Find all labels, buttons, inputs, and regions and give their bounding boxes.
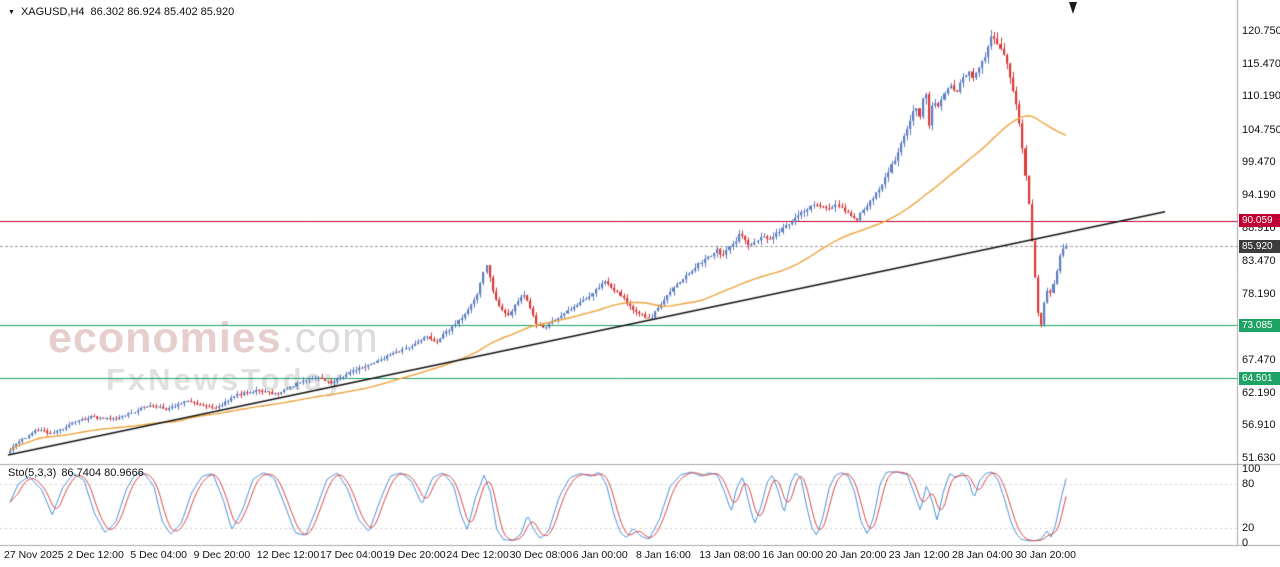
- stoch-axis-label: 20: [1242, 522, 1255, 535]
- current-price-badge: 85.920: [1239, 239, 1280, 253]
- time-axis-label: 2 Dec 12:00: [67, 549, 124, 561]
- price-axis-label: 115.470: [1242, 57, 1280, 70]
- time-axis-label: 17 Dec 04:00: [320, 549, 383, 561]
- chart-shift-icon[interactable]: [1069, 2, 1077, 14]
- price-axis-label: 120.750: [1242, 25, 1280, 37]
- stoch-name: Sto(5,3,3): [8, 467, 57, 479]
- time-axis-label: 5 Dec 04:00: [130, 549, 188, 561]
- price-axis-label: 51.630: [1242, 451, 1276, 464]
- symbol-bar: ▼ XAGUSD,H4 86.302 86.924 85.402 85.920: [8, 6, 234, 18]
- stoch-label: Sto(5,3,3) 86.7404 80.9666: [8, 467, 149, 479]
- price-axis-label: 94.190: [1242, 189, 1276, 202]
- stoch-values: 86.7404 80.9666: [61, 467, 144, 479]
- time-axis-label: 13 Jan 08:00: [699, 549, 760, 561]
- support-price-badge-1: 73.085: [1239, 318, 1280, 332]
- price-axis-label: 78.190: [1242, 287, 1276, 300]
- time-axis-label: 24 Dec 12:00: [446, 549, 509, 561]
- time-axis-label: 12 Dec 12:00: [256, 549, 320, 561]
- time-axis-label: 19 Dec 20:00: [383, 549, 446, 561]
- time-axis-label: 28 Jan 04:00: [952, 549, 1013, 561]
- price-axis-label: 104.750: [1242, 123, 1280, 136]
- time-axis-label: 16 Jan 00:00: [762, 549, 824, 561]
- symbol-dropdown-icon[interactable]: ▼: [8, 8, 15, 16]
- price-axis-label: 99.470: [1242, 156, 1276, 169]
- symbol-title: XAGUSD,H4: [20, 6, 85, 18]
- time-axis-label: 30 Jan 20:00: [1015, 549, 1076, 561]
- time-axis-label: 8 Jan 16:00: [636, 549, 691, 561]
- price-axis-label: 62.190: [1242, 386, 1276, 399]
- time-axis-label: 30 Dec 08:00: [509, 549, 573, 561]
- stoch-axis-label: 80: [1242, 477, 1255, 490]
- price-axis-label: 56.910: [1242, 419, 1276, 432]
- resistance-price-badge: 90.059: [1239, 214, 1280, 228]
- time-axis-label: 9 Dec 20:00: [193, 549, 251, 561]
- time-axis-label: 27 Nov 2025: [4, 549, 64, 561]
- stoch-axis-label: 0: [1242, 537, 1249, 549]
- support-price-badge-2: 64.501: [1239, 371, 1280, 385]
- price-axis-label: 83.470: [1242, 255, 1276, 268]
- time-axis-label: 23 Jan 12:00: [888, 549, 950, 561]
- time-axis-label: 20 Jan 20:00: [825, 549, 887, 561]
- price-axis-label: 110.190: [1242, 90, 1280, 103]
- price-axis-label: 67.470: [1242, 354, 1276, 367]
- time-axis-label: 6 Jan 00:00: [572, 549, 628, 561]
- ohlc-values: 86.302 86.924 85.402 85.920: [90, 6, 235, 18]
- stoch-axis-label: 100: [1242, 463, 1261, 475]
